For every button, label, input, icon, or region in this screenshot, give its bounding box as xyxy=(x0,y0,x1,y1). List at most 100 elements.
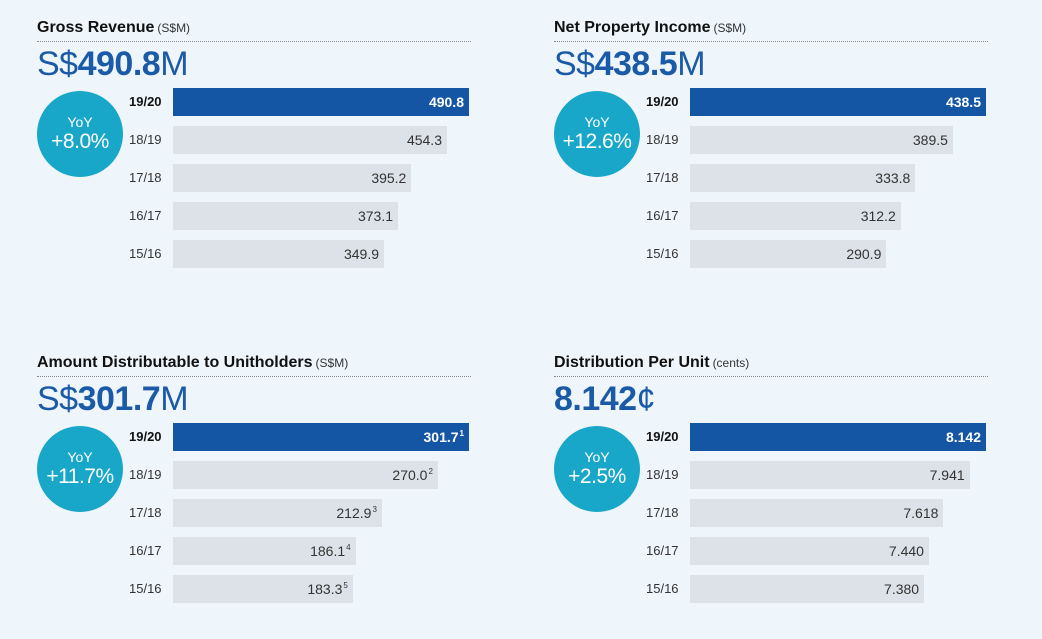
data-label: 7.941 xyxy=(929,467,965,483)
bar xyxy=(690,240,887,268)
category-label: 15/16 xyxy=(129,581,162,596)
bar-plot: 19/20 438.5 18/19 389.5 17/18 333.8 16/17 312.2… xyxy=(642,88,988,278)
bar xyxy=(173,461,438,489)
chart-title-text: Distribution Per Unit xyxy=(554,354,710,371)
yoy-badge: YoY +11.7% xyxy=(37,426,123,512)
chart-title-text: Net Property Income xyxy=(554,19,711,36)
bar xyxy=(690,202,901,230)
bar xyxy=(690,88,986,116)
category-label: 16/17 xyxy=(129,543,162,558)
bar xyxy=(690,537,929,565)
data-label: 349.9 xyxy=(343,246,380,262)
headline-value: 8.142¢ xyxy=(554,380,656,419)
chart-unit: (S$M) xyxy=(315,356,349,370)
bar xyxy=(173,126,447,154)
bar xyxy=(173,202,398,230)
yoy-value: +12.6% xyxy=(562,130,632,154)
headline-prefix: S$ xyxy=(37,45,78,83)
category-label: 17/18 xyxy=(129,170,162,185)
category-label: 19/20 xyxy=(129,429,162,444)
chart-title: Net Property Income (S$M) xyxy=(554,19,988,42)
category-label: 15/16 xyxy=(646,246,679,261)
bar xyxy=(690,461,970,489)
footnote-marker: 5 xyxy=(343,581,348,590)
category-label: 17/18 xyxy=(646,170,679,185)
data-label: 333.8 xyxy=(875,170,911,186)
chart-unit: (S$M) xyxy=(157,21,191,35)
data-label: 373.1 xyxy=(357,208,394,224)
bar xyxy=(690,499,944,527)
category-label: 16/17 xyxy=(646,543,679,558)
bar-plot: 19/20 8.142 18/19 7.941 17/18 7.618 16/17 7.440… xyxy=(642,423,988,613)
footnote-marker: 2 xyxy=(428,467,433,476)
category-label: 15/16 xyxy=(129,246,162,261)
chart-unit: (cents) xyxy=(712,356,750,370)
data-label: 290.9 xyxy=(846,246,882,262)
category-label: 19/20 xyxy=(646,94,679,109)
chart-title: Gross Revenue (S$M) xyxy=(37,19,471,42)
yoy-badge: YoY +2.5% xyxy=(554,426,640,512)
data-label: 312.2 xyxy=(860,208,896,224)
headline-number: 490.8 xyxy=(77,45,161,83)
headline-prefix: S$ xyxy=(554,45,595,83)
headline-number: 301.7 xyxy=(77,380,161,418)
headline-prefix: S$ xyxy=(37,380,78,418)
chart-panel-net-property-income: Net Property Income (S$M) S$438.5M YoY +1… xyxy=(554,19,988,299)
data-label: 270.02 xyxy=(392,467,433,483)
data-label: 186.14 xyxy=(310,543,351,559)
bar xyxy=(173,575,353,603)
headline-suffix: M xyxy=(677,45,706,83)
headline-value: S$438.5M xyxy=(554,45,706,84)
yoy-value: +2.5% xyxy=(568,465,626,489)
yoy-label: YoY xyxy=(67,448,93,465)
bar xyxy=(173,499,382,527)
chart-panel-distribution-per-unit: Distribution Per Unit (cents) 8.142¢ YoY … xyxy=(554,354,988,634)
data-label: 301.71 xyxy=(423,429,465,445)
bar xyxy=(173,88,469,116)
bar xyxy=(690,575,925,603)
category-label: 18/19 xyxy=(129,132,162,147)
headline-number: 8.142 xyxy=(554,380,637,418)
yoy-label: YoY xyxy=(67,113,93,130)
chart-title-text: Amount Distributable to Unitholders xyxy=(37,354,313,371)
category-label: 17/18 xyxy=(646,505,679,520)
data-label: 438.5 xyxy=(945,94,981,110)
headline-suffix: M xyxy=(160,45,189,83)
category-label: 18/19 xyxy=(646,132,679,147)
category-label: 17/18 xyxy=(129,505,162,520)
chart-title: Amount Distributable to Unitholders (S$M) xyxy=(37,354,471,377)
footnote-marker: 4 xyxy=(346,543,351,552)
yoy-label: YoY xyxy=(584,448,610,465)
bar xyxy=(690,423,986,451)
chart-unit: (S$M) xyxy=(713,21,747,35)
bar xyxy=(690,164,916,192)
data-label: 212.93 xyxy=(336,505,377,521)
data-label: 183.35 xyxy=(307,581,348,597)
chart-title: Distribution Per Unit (cents) xyxy=(554,354,988,377)
category-label: 18/19 xyxy=(646,467,679,482)
chart-title-text: Gross Revenue xyxy=(37,19,155,36)
headline-number: 438.5 xyxy=(594,45,678,83)
category-label: 19/20 xyxy=(129,94,162,109)
data-label: 8.142 xyxy=(945,429,981,445)
bar-plot: 19/20 490.8 18/19 454.3 17/18 395.2 16/17 373.1… xyxy=(125,88,471,278)
yoy-label: YoY xyxy=(584,113,610,130)
yoy-value: +8.0% xyxy=(51,130,109,154)
category-label: 16/17 xyxy=(646,208,679,223)
headline-suffix: ¢ xyxy=(636,380,656,418)
category-label: 18/19 xyxy=(129,467,162,482)
chart-panel-gross-revenue: Gross Revenue (S$M) S$490.8M YoY +8.0% 19… xyxy=(37,19,471,299)
data-label: 7.618 xyxy=(903,505,939,521)
footnote-marker: 3 xyxy=(372,505,377,514)
headline-value: S$490.8M xyxy=(37,45,189,84)
bar xyxy=(173,423,469,451)
bar xyxy=(173,240,385,268)
category-label: 19/20 xyxy=(646,429,679,444)
category-label: 15/16 xyxy=(646,581,679,596)
yoy-badge: YoY +12.6% xyxy=(554,91,640,177)
bar xyxy=(173,537,356,565)
headline-value: S$301.7M xyxy=(37,380,189,419)
footnote-marker: 1 xyxy=(459,429,464,438)
data-label: 395.2 xyxy=(371,170,407,186)
yoy-value: +11.7% xyxy=(46,465,114,489)
